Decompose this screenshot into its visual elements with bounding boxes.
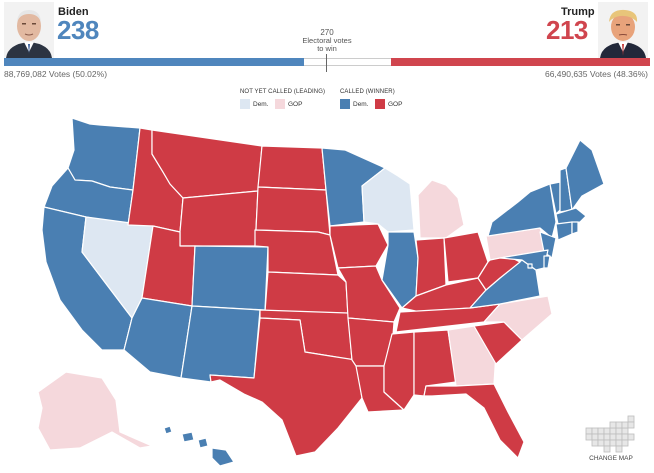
change-map-label: CHANGE MAP	[589, 455, 633, 462]
state-wi[interactable]	[361, 167, 415, 233]
trump-ev-bar	[391, 58, 650, 66]
legend-not-called-title: NOT YET CALLED (LEADING)	[240, 89, 326, 95]
votes-to-win-number: 270	[320, 28, 334, 37]
state-hi[interactable]	[163, 425, 235, 467]
votes-to-win: 270 Electoral votes to win	[287, 29, 367, 53]
state-sd[interactable]	[255, 186, 331, 236]
state-ct[interactable]	[555, 221, 573, 241]
state-nm[interactable]	[180, 305, 261, 383]
us-election-map	[37, 117, 605, 467]
legend-dem-called-swatch	[340, 99, 350, 109]
trump-electoral-count: 213	[546, 15, 588, 45]
legend-dem-leading-swatch	[240, 99, 250, 109]
votes-to-win-line2: to win	[317, 44, 337, 53]
state-wa[interactable]	[67, 117, 141, 191]
biden-name: Biden	[58, 6, 89, 18]
state-mo[interactable]	[337, 265, 401, 323]
votes-to-win-line1: Electoral votes	[302, 36, 352, 45]
state-dc[interactable]	[527, 263, 533, 269]
state-ma[interactable]	[555, 207, 587, 225]
trump-name: Trump	[561, 6, 595, 18]
state-ri[interactable]	[571, 221, 579, 235]
grid-map-icon	[585, 415, 635, 453]
biden-ev-bar	[4, 58, 304, 66]
legend-dem-leading-label: Dem.	[253, 101, 269, 108]
state-tx[interactable]	[209, 317, 363, 457]
state-md[interactable]	[499, 249, 549, 271]
legend-dem-called-label: Dem.	[353, 101, 369, 108]
undecided-ev-bar	[304, 58, 391, 66]
state-wy[interactable]	[179, 190, 259, 247]
biden-popular-votes: 88,769,082 Votes (50.02%)	[4, 69, 108, 79]
change-map-button[interactable]: CHANGE MAP	[584, 410, 638, 466]
biden-avatar	[4, 2, 54, 58]
state-ia[interactable]	[329, 223, 389, 269]
state-me[interactable]	[565, 139, 605, 211]
legend-gop-leading-swatch	[275, 99, 285, 109]
state-ak[interactable]	[37, 371, 153, 451]
win-threshold-marker	[326, 54, 327, 72]
trump-avatar	[598, 2, 648, 58]
biden-electoral-count: 238	[57, 15, 99, 45]
state-fl[interactable]	[423, 383, 525, 459]
legend-called-title: CALLED (WINNER)	[340, 89, 395, 95]
state-nd[interactable]	[257, 145, 327, 191]
state-ny[interactable]	[487, 183, 557, 239]
state-co[interactable]	[191, 245, 269, 311]
state-mi[interactable]	[417, 179, 465, 239]
legend-gop-called-label: GOP	[388, 101, 403, 108]
state-ne[interactable]	[254, 229, 339, 276]
legend-gop-leading-label: GOP	[288, 101, 303, 108]
legend-gop-called-swatch	[375, 99, 385, 109]
state-ks[interactable]	[264, 271, 349, 316]
trump-popular-votes: 66,490,635 Votes (48.36%)	[544, 69, 648, 79]
state-de[interactable]	[543, 255, 551, 269]
